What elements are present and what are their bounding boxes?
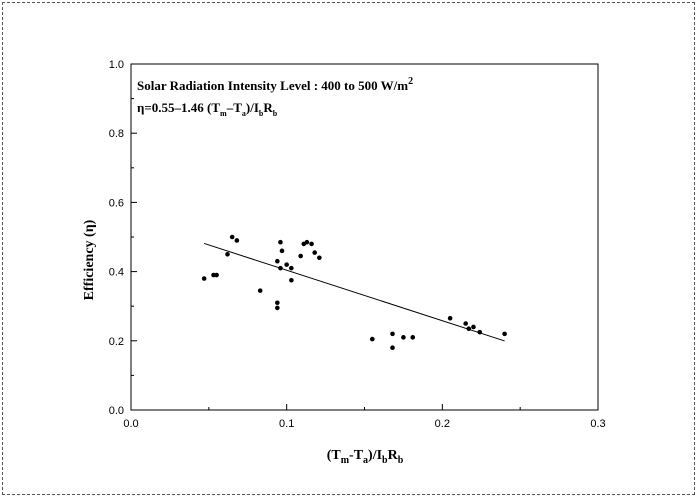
x-title-part: -T: [349, 448, 364, 463]
data-points: [201, 234, 507, 351]
y-tick-label: 0.6: [109, 197, 124, 209]
x-title-part: (T: [327, 448, 342, 463]
data-point: [275, 305, 280, 311]
data-point: [229, 234, 235, 240]
x-title-part: R: [388, 448, 399, 463]
data-point: [466, 326, 472, 331]
data-point: [214, 272, 219, 278]
data-point: [401, 335, 406, 340]
data-point: [477, 329, 482, 335]
x-title-sub: b: [398, 455, 404, 466]
x-title-part: )/I: [368, 448, 382, 463]
y-tick-label: 0.0: [109, 405, 124, 417]
equation-sub: a: [242, 109, 246, 118]
data-point: [289, 265, 294, 271]
x-tick-label: 0.2: [435, 418, 450, 430]
equation-sub: m: [220, 109, 227, 118]
plot-area: [130, 63, 599, 411]
data-point: [390, 345, 395, 351]
data-point: [317, 255, 322, 261]
data-point: [390, 331, 395, 337]
data-point: [502, 331, 507, 337]
data-point: [309, 241, 314, 247]
data-point: [471, 324, 476, 330]
annotation-text: Solar Radiation Intensity Level : 400 to…: [137, 78, 408, 93]
y-tick-label: 0.2: [109, 336, 124, 348]
annotation-equation: η=0.55–1.46 (Tm–Ta)/IbRb: [137, 100, 278, 118]
y-tick-label: 0.8: [109, 128, 124, 140]
data-point: [298, 253, 303, 259]
data-point: [447, 316, 453, 321]
x-axis-ticks: 0.0 0.1 0.2 0.3: [123, 404, 606, 430]
annotation-intensity: Solar Radiation Intensity Level : 400 to…: [137, 76, 413, 93]
equation-part: η=0.55–1.46 (T: [137, 100, 220, 115]
annotation-sup: 2: [408, 76, 413, 87]
data-point: [278, 265, 283, 271]
data-point: [284, 262, 289, 267]
data-point: [312, 250, 317, 255]
x-title-sub: a: [363, 455, 368, 466]
equation-part: )/I: [246, 100, 259, 115]
equation-part: –T: [226, 100, 243, 115]
data-point: [275, 258, 280, 264]
data-point: [369, 336, 375, 342]
data-point: [463, 321, 468, 326]
equation-sub: b: [259, 109, 264, 118]
data-point: [304, 239, 310, 245]
figure-frame: [2, 2, 695, 495]
regression-line: [204, 242, 505, 342]
data-point: [279, 248, 285, 254]
data-point: [410, 335, 416, 340]
equation-sub: b: [273, 109, 278, 118]
data-point: [289, 277, 294, 283]
y-tick-label: 1.0: [109, 59, 124, 71]
data-point: [225, 252, 230, 257]
x-tick-label: 0.0: [123, 418, 138, 430]
fit-line-group: [204, 242, 505, 342]
x-title-sub: m: [341, 455, 350, 466]
y-axis-title: Efficiency (η): [82, 219, 97, 300]
x-title-sub: b: [382, 455, 388, 466]
equation-part: R: [263, 100, 273, 115]
x-axis-title: (Tm-Ta)/IbRb: [327, 448, 404, 466]
data-point: [201, 276, 207, 281]
data-point: [275, 300, 280, 306]
data-point: [278, 239, 283, 245]
x-tick-label: 0.3: [590, 418, 605, 430]
y-axis-ticks: 0.0 0.2 0.4 0.6 0.8 1.0: [109, 59, 137, 417]
data-point: [234, 238, 240, 243]
y-tick-label: 0.4: [109, 267, 124, 279]
data-point: [257, 288, 263, 293]
x-tick-label: 0.1: [279, 418, 294, 430]
